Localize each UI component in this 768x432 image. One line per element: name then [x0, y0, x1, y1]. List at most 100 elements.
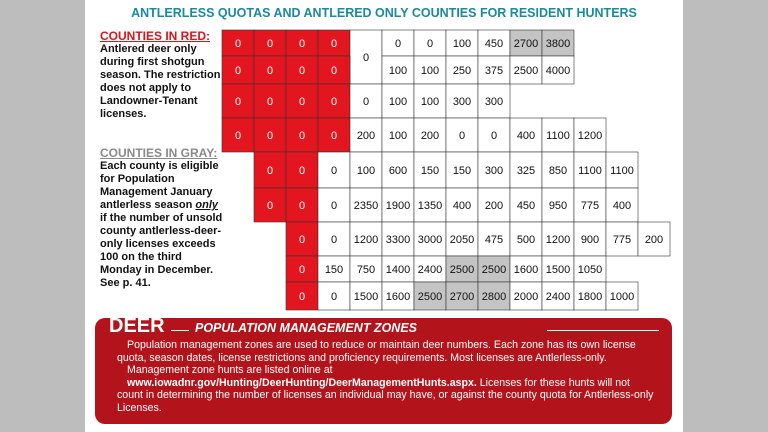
county	[221, 83, 255, 119]
county-quota: 0	[267, 200, 273, 212]
county	[541, 281, 575, 311]
county	[445, 255, 479, 283]
county	[317, 255, 351, 283]
county-quota: 2500	[418, 291, 442, 303]
county	[221, 117, 255, 153]
county	[413, 221, 447, 257]
county-quota: 3000	[418, 234, 442, 246]
county	[573, 187, 607, 223]
county-quota: 600	[389, 165, 407, 177]
county-quota: 1600	[514, 264, 538, 276]
red-text: Antlered deer only during first shotgun …	[100, 43, 221, 120]
county-quota: 775	[613, 234, 631, 246]
county	[541, 55, 575, 85]
county	[253, 151, 287, 189]
county-quota: 0	[299, 234, 305, 246]
county-quota: 1200	[546, 234, 570, 246]
county	[445, 151, 479, 189]
county-quota: 325	[517, 165, 535, 177]
county	[285, 255, 319, 283]
county	[637, 221, 671, 257]
county	[381, 281, 415, 311]
county	[573, 117, 607, 153]
county-quota: 1200	[354, 234, 378, 246]
county-quota: 2500	[450, 264, 474, 276]
county	[605, 187, 639, 223]
county-quota: 1100	[578, 165, 602, 177]
county-quota: 0	[299, 165, 305, 177]
county	[413, 255, 447, 283]
county	[413, 117, 447, 153]
county	[221, 55, 255, 85]
county	[541, 151, 575, 189]
county-quota: 475	[485, 234, 503, 246]
county-quota: 100	[421, 65, 439, 77]
county	[477, 29, 511, 57]
county-quota: 1500	[546, 264, 570, 276]
county-quota: 0	[235, 38, 241, 50]
county	[413, 83, 447, 119]
county	[477, 221, 511, 257]
county	[605, 221, 639, 257]
zones-heading: POPULATION MANAGEMENT ZONES	[195, 321, 417, 335]
county	[381, 255, 415, 283]
county-quota: 900	[581, 234, 599, 246]
legend: COUNTIES IN RED: Antlered deer only duri…	[100, 30, 225, 290]
county	[285, 55, 319, 85]
paragraph: Management zone hunts are listed online …	[127, 364, 333, 376]
county	[221, 29, 255, 57]
county-quota: 750	[357, 264, 375, 276]
county-quota: 4000	[546, 65, 570, 77]
county-quota: 100	[389, 65, 407, 77]
county	[317, 187, 351, 223]
county	[509, 151, 543, 189]
county-quota: 100	[453, 38, 471, 50]
county	[381, 151, 415, 189]
county-quota: 0	[267, 130, 273, 142]
county-quota: 0	[331, 96, 337, 108]
county	[573, 255, 607, 283]
county	[445, 221, 479, 257]
county-quota: 2400	[546, 291, 570, 303]
county-quota: 1050	[578, 264, 602, 276]
county-quota: 775	[581, 200, 599, 212]
county-quota: 1800	[578, 291, 602, 303]
county-quota: 100	[357, 165, 375, 177]
county	[445, 187, 479, 223]
county	[509, 117, 543, 153]
county	[541, 29, 575, 57]
county	[445, 281, 479, 311]
url: www.iowadnr.gov/Hunting/DeerHunting/Deer…	[127, 376, 477, 389]
county-quota: 0	[331, 234, 337, 246]
county-quota: 1000	[610, 291, 634, 303]
county	[285, 83, 319, 119]
county-quota: 0	[331, 291, 337, 303]
county	[285, 151, 319, 189]
paragraph: www.iowadnr.gov/Hunting/DeerHunting/Deer…	[117, 377, 657, 415]
county-quota: 200	[357, 130, 375, 142]
county	[509, 281, 543, 311]
county	[541, 117, 575, 153]
county-quota: 950	[549, 200, 567, 212]
county	[285, 281, 319, 311]
county-quota: 500	[517, 234, 535, 246]
paragraph-3: Licenses for these hunts will not count …	[117, 376, 654, 414]
county	[605, 281, 639, 311]
county-quota: 200	[645, 234, 663, 246]
county	[477, 117, 511, 153]
county-quota: 150	[421, 165, 439, 177]
county-quota: 0	[299, 96, 305, 108]
county-quota: 450	[485, 38, 503, 50]
county-quota: 2700	[514, 38, 538, 50]
county	[317, 117, 351, 153]
county	[381, 221, 415, 257]
county	[253, 117, 287, 153]
county-quota: 200	[485, 200, 503, 212]
county-quota: 100	[421, 96, 439, 108]
county-quota: 0	[299, 38, 305, 50]
county	[253, 83, 287, 119]
county	[445, 29, 479, 57]
county-quota: 0	[299, 264, 305, 276]
county-quota: 150	[453, 165, 471, 177]
county	[381, 29, 415, 57]
